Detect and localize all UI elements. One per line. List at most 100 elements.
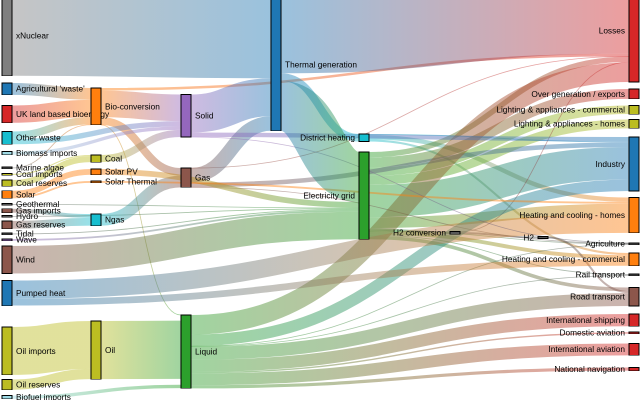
sankey-node-label-oil-reserves: Oil reserves [16,379,60,389]
sankey-node-label-gas-reserves: Gas reserves [16,220,65,230]
sankey-node-label-agriculture: Agriculture [585,239,625,249]
sankey-link-bio-conversion--losses [100,53,630,91]
sankey-node-label-pumped-heat: Pumped heat [16,288,66,298]
sankey-node-label-solar-pv: Solar PV [105,167,138,177]
sankey-node-label-geothermal: Geothermal [16,199,60,209]
sankey-link-liquid--domestic-aviation [190,332,630,374]
sankey-link-solid--thermal-generation [190,78,272,133]
sankey-node-label-gas-imports: Gas imports [16,206,61,216]
sankey-node-label-liquid: Liquid [195,347,218,357]
sankey-node-label-ngas: Ngas [105,215,124,225]
sankey-node-domestic-aviation[interactable] [628,331,640,335]
sankey-node-agricultural-waste[interactable] [1,82,13,96]
sankey-node-marine-algae[interactable] [1,166,13,170]
sankey-link-electricity-grid--heating-and-cooling-homes [368,203,630,229]
sankey-link-gas--losses [190,55,630,169]
sankey-node-over-generation-exports[interactable] [628,88,640,100]
sankey-node-label-lighting-appliances-commercial: Lighting & appliances - commercial [496,105,625,115]
sankey-node-label-oil-imports: Oil imports [16,346,56,356]
sankey-node-label-wind: Wind [16,255,35,265]
sankey-node-coal-reserves[interactable] [1,179,13,187]
sankey-node-agriculture[interactable] [628,242,640,246]
sankey-link-solar--solar-pv [11,168,92,197]
sankey-node-international-aviation[interactable] [628,343,640,356]
sankey-link-gas--agriculture [190,186,630,244]
sankey-link-solid--industry [190,132,630,142]
sankey-link-bio-conversion--solid [100,90,182,122]
sankey-node-heating-and-cooling-commercial[interactable] [628,252,640,267]
sankey-node-hydro[interactable] [1,215,13,218]
sankey-node-gas[interactable] [180,167,192,188]
sankey-node-label-tidal: Tidal [16,229,34,239]
sankey-node-label-district-heating: District heating [300,133,355,143]
sankey-node-wave[interactable] [1,238,13,242]
sankey-node-h2[interactable] [537,236,549,239]
sankey-node-tidal[interactable] [1,232,13,236]
sankey-node-international-shipping[interactable] [628,313,640,327]
sankey-node-rail-transport[interactable] [628,273,640,277]
sankey-node-label-wave: Wave [16,235,37,245]
sankey-node-label-thermal-generation: Thermal generation [285,59,357,69]
sankey-link-xnuclear--thermal-generation [11,0,272,79]
sankey-link-solid--agriculture [190,136,630,244]
sankey-node-coal[interactable] [90,154,102,163]
sankey-node-label-road-transport: Road transport [570,292,626,302]
sankey-link-liquid--agriculture [190,244,630,347]
sankey-link-coal-reserves--coal [11,156,92,187]
sankey-node-label-h2-conversion: H2 conversion [393,228,446,238]
sankey-node-electricity-grid[interactable] [358,151,370,240]
sankey-link-liquid--road-transport [190,293,630,360]
sankey-node-other-waste[interactable] [1,131,13,145]
sankey-node-label-international-aviation: International aviation [548,344,625,354]
sankey-node-bio-conversion[interactable] [90,87,102,126]
sankey-node-oil-imports[interactable] [1,326,13,376]
sankey-link-wind--electricity-grid [11,211,360,274]
sankey-node-wind[interactable] [1,245,13,274]
sankey-node-district-heating[interactable] [358,133,370,142]
sankey-node-oil[interactable] [90,320,102,380]
sankey-node-solar-pv[interactable] [90,168,102,175]
sankey-link-coal-imports--coal [11,154,92,175]
sankey-node-label-national-navigation: National navigation [554,364,625,374]
sankey-link-electricity-grid--over-generation-exports [368,88,630,168]
sankey-node-solid[interactable] [180,94,192,138]
sankey-link-biomass-imports--solid [11,126,182,155]
sankey-node-coal-imports[interactable] [1,173,13,176]
sankey-node-label-biomass-imports: Biomass imports [16,148,77,158]
sankey-node-solar[interactable] [1,190,13,199]
sankey-node-pumped-heat[interactable] [1,280,13,306]
sankey-node-label-coal: Coal [105,153,122,163]
sankey-node-label-heating-and-cooling-homes: Heating and cooling - homes [519,210,625,220]
sankey-node-label-bio-conversion: Bio-conversion [105,101,160,111]
sankey-link-solar--solar-thermal [11,181,92,199]
sankey-node-oil-reserves[interactable] [1,379,13,391]
sankey-link-geothermal--electricity-grid [11,204,360,209]
sankey-node-losses[interactable] [628,0,640,83]
sankey-node-industry[interactable] [628,136,640,192]
sankey-link-electricity-grid--lighting-appliances-commercial [368,105,630,176]
sankey-node-uk-land-based-bioenergy[interactable] [1,105,13,124]
sankey-link-solar-pv--electricity-grid [100,168,360,208]
sankey-node-ngas[interactable] [90,213,102,226]
sankey-link-bio-conversion--liquid [100,124,182,316]
sankey-link-thermal-generation--losses [280,0,630,74]
sankey-node-liquid[interactable] [180,314,192,389]
sankey-node-lighting-appliances-homes[interactable] [628,119,640,129]
sankey-node-biofuel-imports[interactable] [1,395,13,400]
sankey-node-lighting-appliances-commercial[interactable] [628,105,640,115]
sankey-node-solar-thermal[interactable] [90,180,102,184]
sankey-node-label-losses: Losses [599,25,625,35]
sankey-node-thermal-generation[interactable] [270,0,282,132]
sankey-link-gas-reserves--ngas [11,217,92,229]
sankey-node-xnuclear[interactable] [1,0,13,77]
sankey-node-gas-imports[interactable] [1,208,13,213]
sankey-node-label-industry: Industry [595,159,625,169]
sankey-node-biomass-imports[interactable] [1,151,13,156]
sankey-node-heating-and-cooling-homes[interactable] [628,197,640,234]
sankey-link-liquid--international-shipping [190,314,630,372]
sankey-node-h2-conversion[interactable] [449,231,461,235]
sankey-node-road-transport[interactable] [628,287,640,307]
sankey-node-gas-reserves[interactable] [1,220,13,230]
sankey-node-geothermal[interactable] [1,203,13,206]
sankey-node-national-navigation[interactable] [628,367,640,371]
